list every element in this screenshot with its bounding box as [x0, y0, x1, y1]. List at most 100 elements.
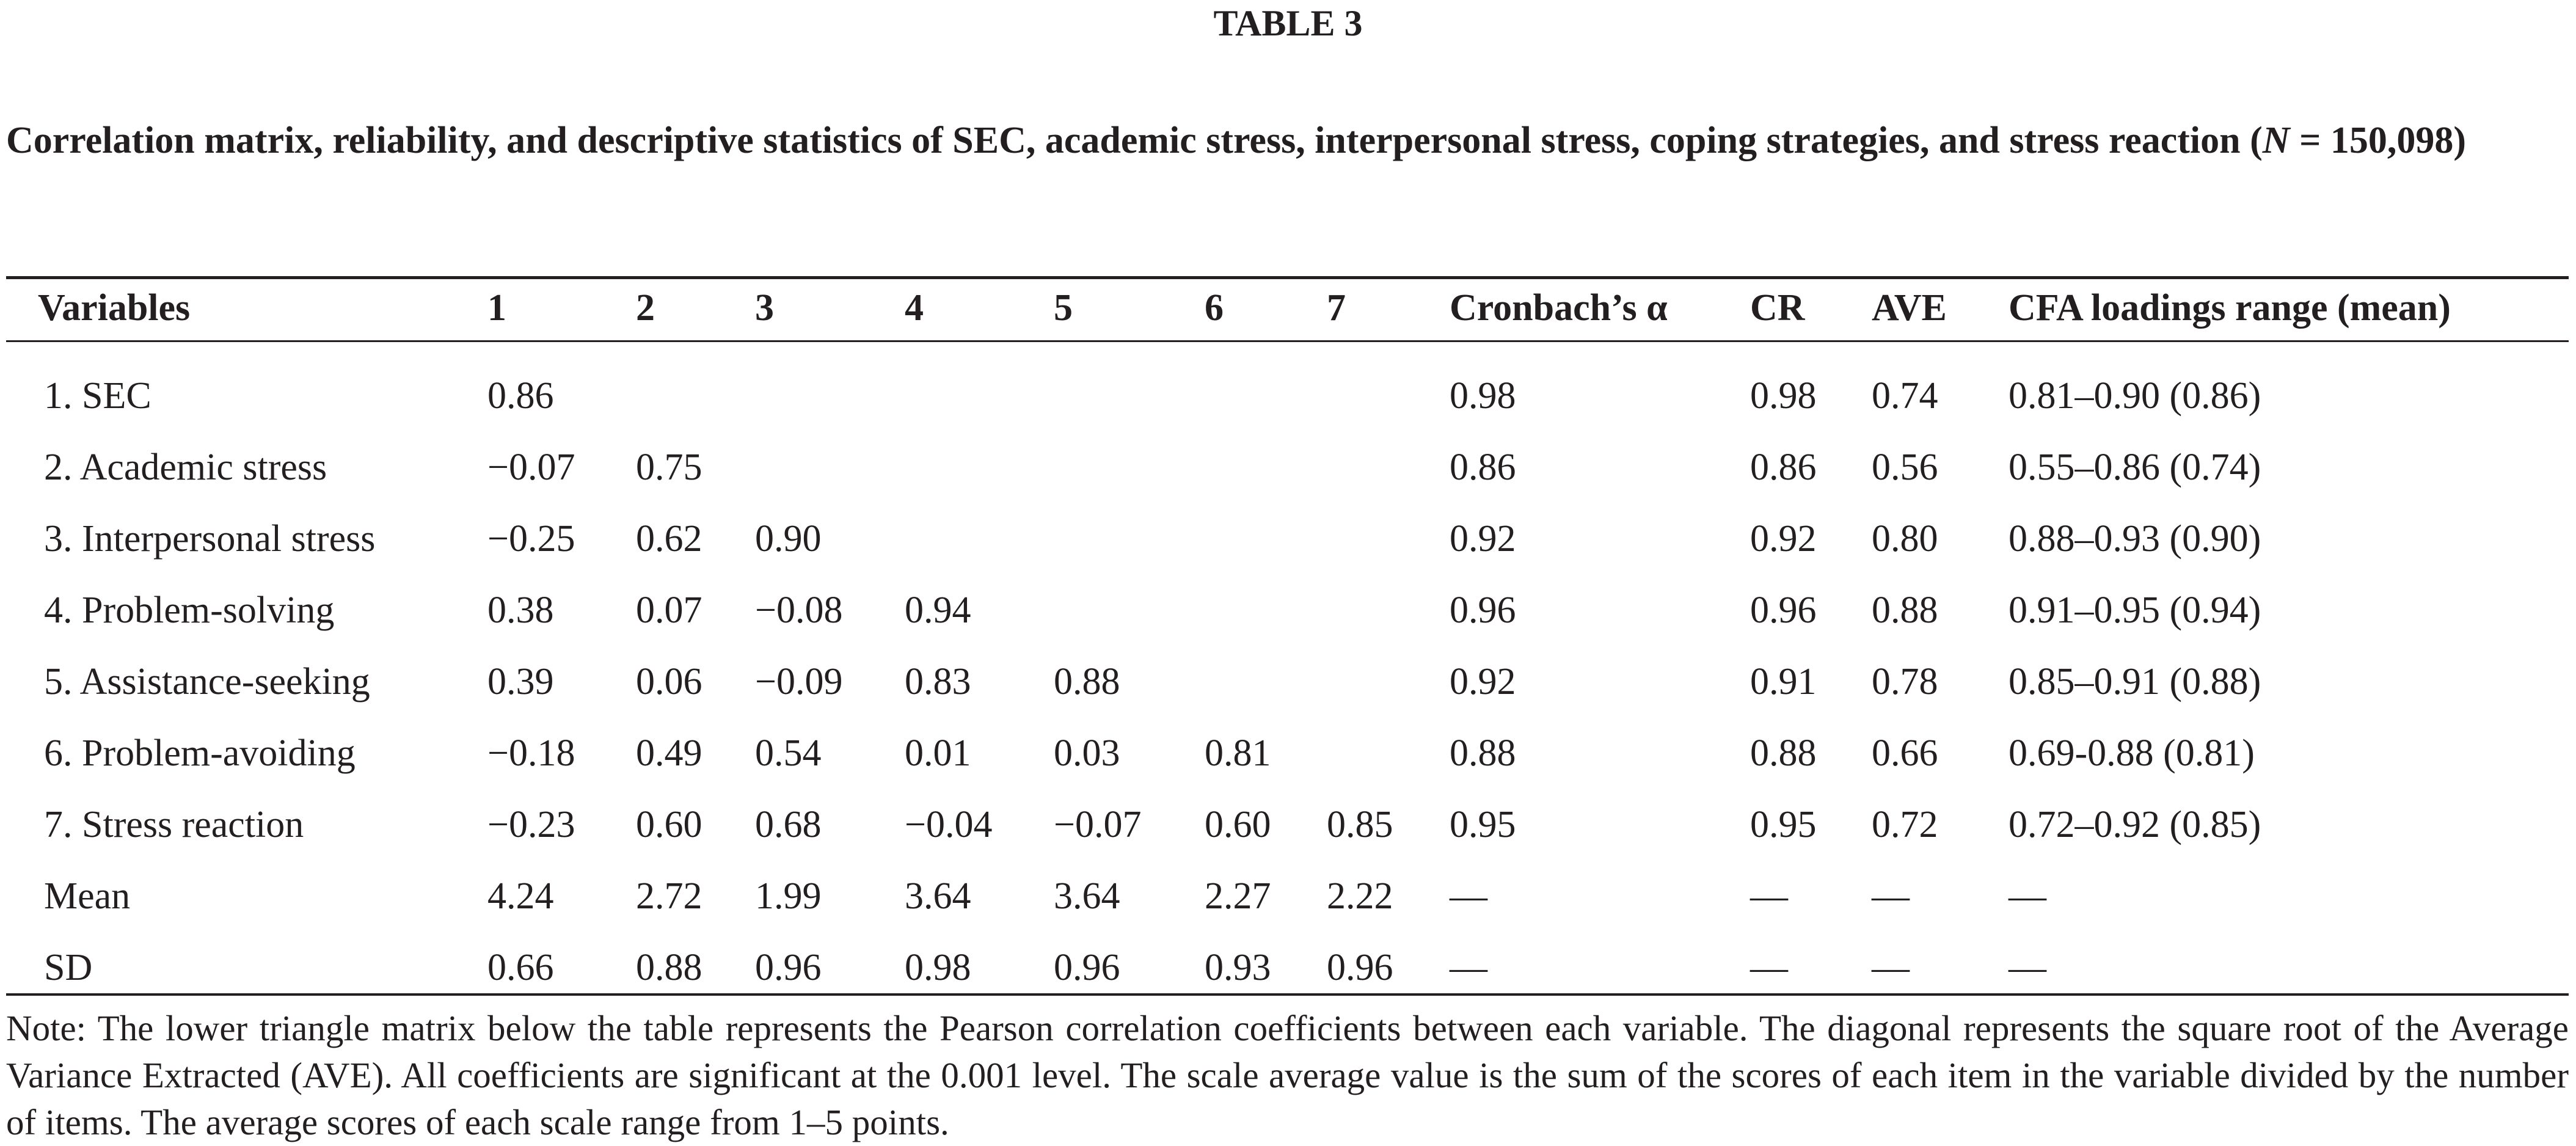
cell-cfa-loadings: 0.55–0.86 (0.74): [2009, 447, 2261, 488]
header-ave: AVE: [1872, 287, 1947, 329]
cell-col-6: 0.81: [1205, 732, 1271, 774]
row-variable: 5. Assistance-seeking: [44, 661, 370, 703]
cell-col-4: 3.64: [905, 875, 971, 917]
cell-col-3: 1.99: [755, 875, 822, 917]
caption-text: Correlation matrix, reliability, and des…: [6, 120, 2263, 161]
cell-cronbach-alpha: —: [1450, 947, 1487, 988]
cell-cronbach-alpha: 0.92: [1450, 518, 1516, 560]
row-variable: 4. Problem-solving: [44, 589, 335, 631]
header-cr: CR: [1750, 287, 1805, 329]
header-col-4: 4: [905, 287, 924, 329]
cell-ave: 0.66: [1872, 732, 1938, 774]
cell-col-6: 2.27: [1205, 875, 1271, 917]
caption-n-symbol: N: [2262, 120, 2290, 161]
cell-col-2: 2.72: [636, 875, 702, 917]
cell-cfa-loadings: —: [2009, 875, 2046, 917]
cell-col-1: 0.66: [487, 947, 554, 988]
cell-cfa-loadings: 0.91–0.95 (0.94): [2009, 589, 2261, 631]
table-row: 4. Problem-solving 0.38 0.07 −0.08 0.94 …: [0, 575, 2576, 646]
cell-col-4: 0.94: [905, 589, 971, 631]
table-top-rule: [6, 276, 2569, 279]
cell-cfa-loadings: 0.81–0.90 (0.86): [2009, 375, 2261, 417]
cell-col-4: −0.04: [905, 804, 993, 845]
cell-col-6: 0.93: [1205, 947, 1271, 988]
cell-col-6: 0.60: [1205, 804, 1271, 845]
cell-ave: 0.80: [1872, 518, 1938, 560]
cell-cr: 0.91: [1750, 661, 1817, 703]
table-row: Mean 4.24 2.72 1.99 3.64 3.64 2.27 2.22 …: [0, 861, 2576, 932]
cell-col-1: 4.24: [487, 875, 554, 917]
cell-col-3: −0.09: [755, 661, 843, 703]
cell-cronbach-alpha: 0.86: [1450, 447, 1516, 488]
table-row: 1. SEC 0.86 0.98 0.98 0.74 0.81–0.90 (0.…: [0, 360, 2576, 432]
table-row: SD 0.66 0.88 0.96 0.98 0.96 0.93 0.96 — …: [0, 932, 2576, 1004]
cell-cronbach-alpha: 0.92: [1450, 661, 1516, 703]
table-note: Note: The lower triangle matrix below th…: [6, 1008, 2569, 1142]
cell-col-2: 0.62: [636, 518, 702, 560]
cell-col-4: 0.98: [905, 947, 971, 988]
cell-cronbach-alpha: 0.95: [1450, 804, 1516, 845]
cell-col-1: −0.18: [487, 732, 575, 774]
header-col-6: 6: [1205, 287, 1224, 329]
table-header-row: Variables 1 2 3 4 5 6 7 Cronbach’s α CR …: [0, 272, 2576, 344]
cell-cronbach-alpha: 0.88: [1450, 732, 1516, 774]
cell-cr: 0.96: [1750, 589, 1817, 631]
cell-cronbach-alpha: —: [1450, 875, 1487, 917]
header-col-3: 3: [755, 287, 774, 329]
caption-n-value: = 150,098): [2290, 120, 2467, 161]
header-col-7: 7: [1327, 287, 1346, 329]
cell-cronbach-alpha: 0.98: [1450, 375, 1516, 417]
cell-cfa-loadings: 0.88–0.93 (0.90): [2009, 518, 2261, 560]
cell-col-7: 0.85: [1327, 804, 1393, 845]
cell-col-3: 0.54: [755, 732, 822, 774]
cell-col-2: 0.07: [636, 589, 702, 631]
cell-ave: 0.74: [1872, 375, 1938, 417]
cell-col-2: 0.88: [636, 947, 702, 988]
cell-ave: —: [1872, 875, 1910, 917]
cell-ave: 0.56: [1872, 447, 1938, 488]
header-cronbach-alpha: Cronbach’s α: [1450, 287, 1668, 329]
row-variable: 2. Academic stress: [44, 447, 327, 488]
cell-col-5: 0.03: [1054, 732, 1120, 774]
cell-col-1: 0.86: [487, 375, 554, 417]
cell-cfa-loadings: 0.72–0.92 (0.85): [2009, 804, 2261, 845]
cell-col-5: 0.96: [1054, 947, 1120, 988]
cell-ave: —: [1872, 947, 1910, 988]
cell-col-2: 0.06: [636, 661, 702, 703]
cell-col-1: 0.39: [487, 661, 554, 703]
cell-cr: 0.92: [1750, 518, 1817, 560]
table-row: 3. Interpersonal stress −0.25 0.62 0.90 …: [0, 503, 2576, 575]
cell-cr: 0.86: [1750, 447, 1817, 488]
row-variable: SD: [44, 947, 93, 988]
table-row: 5. Assistance-seeking 0.39 0.06 −0.09 0.…: [0, 646, 2576, 718]
cell-col-3: 0.96: [755, 947, 822, 988]
row-variable: Mean: [44, 875, 131, 917]
table-row: 7. Stress reaction −0.23 0.60 0.68 −0.04…: [0, 789, 2576, 861]
cell-col-3: −0.08: [755, 589, 843, 631]
cell-cr: 0.95: [1750, 804, 1817, 845]
cell-col-3: 0.90: [755, 518, 822, 560]
cell-col-7: 2.22: [1327, 875, 1393, 917]
header-col-2: 2: [636, 287, 655, 329]
table-label: TABLE 3: [1213, 3, 1363, 43]
cell-cr: 0.98: [1750, 375, 1817, 417]
cell-col-7: 0.96: [1327, 947, 1393, 988]
cell-col-4: 0.83: [905, 661, 971, 703]
table-caption: Correlation matrix, reliability, and des…: [6, 115, 2569, 166]
cell-col-2: 0.75: [636, 447, 702, 488]
cell-col-5: −0.07: [1054, 804, 1142, 845]
cell-cfa-loadings: 0.85–0.91 (0.88): [2009, 661, 2261, 703]
cell-ave: 0.78: [1872, 661, 1938, 703]
row-variable: 6. Problem-avoiding: [44, 732, 356, 774]
table-row: 2. Academic stress −0.07 0.75 0.86 0.86 …: [0, 432, 2576, 503]
table-header-rule: [6, 340, 2569, 342]
header-col-5: 5: [1054, 287, 1073, 329]
cell-ave: 0.72: [1872, 804, 1938, 845]
header-variables: Variables: [38, 287, 191, 329]
row-variable: 7. Stress reaction: [44, 804, 304, 845]
cell-cr: 0.88: [1750, 732, 1817, 774]
cell-col-1: 0.38: [487, 589, 554, 631]
table-row: 6. Problem-avoiding −0.18 0.49 0.54 0.01…: [0, 718, 2576, 789]
row-variable: 3. Interpersonal stress: [44, 518, 376, 560]
cell-cfa-loadings: —: [2009, 947, 2046, 988]
